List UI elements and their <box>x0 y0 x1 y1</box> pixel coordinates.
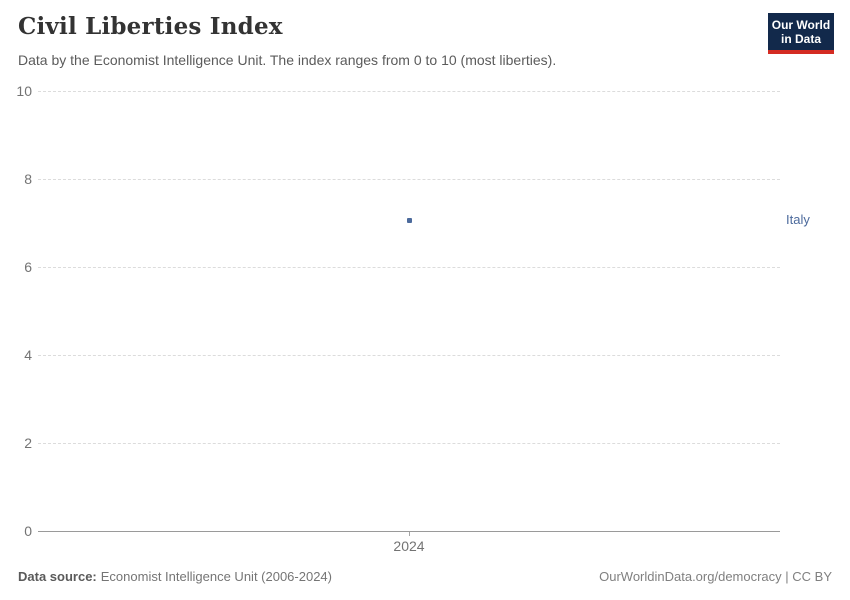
y-tick-label: 0 <box>24 523 32 539</box>
x-tick-label: 2024 <box>393 538 425 554</box>
chart-subtitle: Data by the Economist Intelligence Unit.… <box>18 52 557 68</box>
y-tick-label: 6 <box>24 259 32 275</box>
page-title: Civil Liberties Index <box>18 13 283 40</box>
data-source-note: Data source: Economist Intelligence Unit … <box>18 569 332 584</box>
owid-logo-line1: Our World <box>771 18 831 32</box>
y-tick-label: 10 <box>16 83 32 99</box>
series-label-italy[interactable]: Italy <box>786 212 810 228</box>
y-gridline <box>38 91 780 92</box>
y-gridline <box>38 443 780 444</box>
owid-url-link[interactable]: OurWorldinData.org/democracy | CC BY <box>599 569 832 584</box>
y-gridline <box>38 267 780 268</box>
data-source-text: Economist Intelligence Unit (2006-2024) <box>100 569 332 584</box>
x-axis-line <box>38 531 780 532</box>
owid-logo-line2: in Data <box>780 32 821 46</box>
data-point-italy[interactable] <box>406 217 412 223</box>
y-gridline <box>38 179 780 180</box>
y-gridline <box>38 355 780 356</box>
y-tick-label: 4 <box>24 347 32 363</box>
y-tick-label: 2 <box>24 435 32 451</box>
y-tick-label: 8 <box>24 171 32 187</box>
x-tick-mark <box>409 532 410 536</box>
data-source-label: Data source: <box>18 569 97 584</box>
owid-logo[interactable]: Our World in Data <box>768 13 834 54</box>
